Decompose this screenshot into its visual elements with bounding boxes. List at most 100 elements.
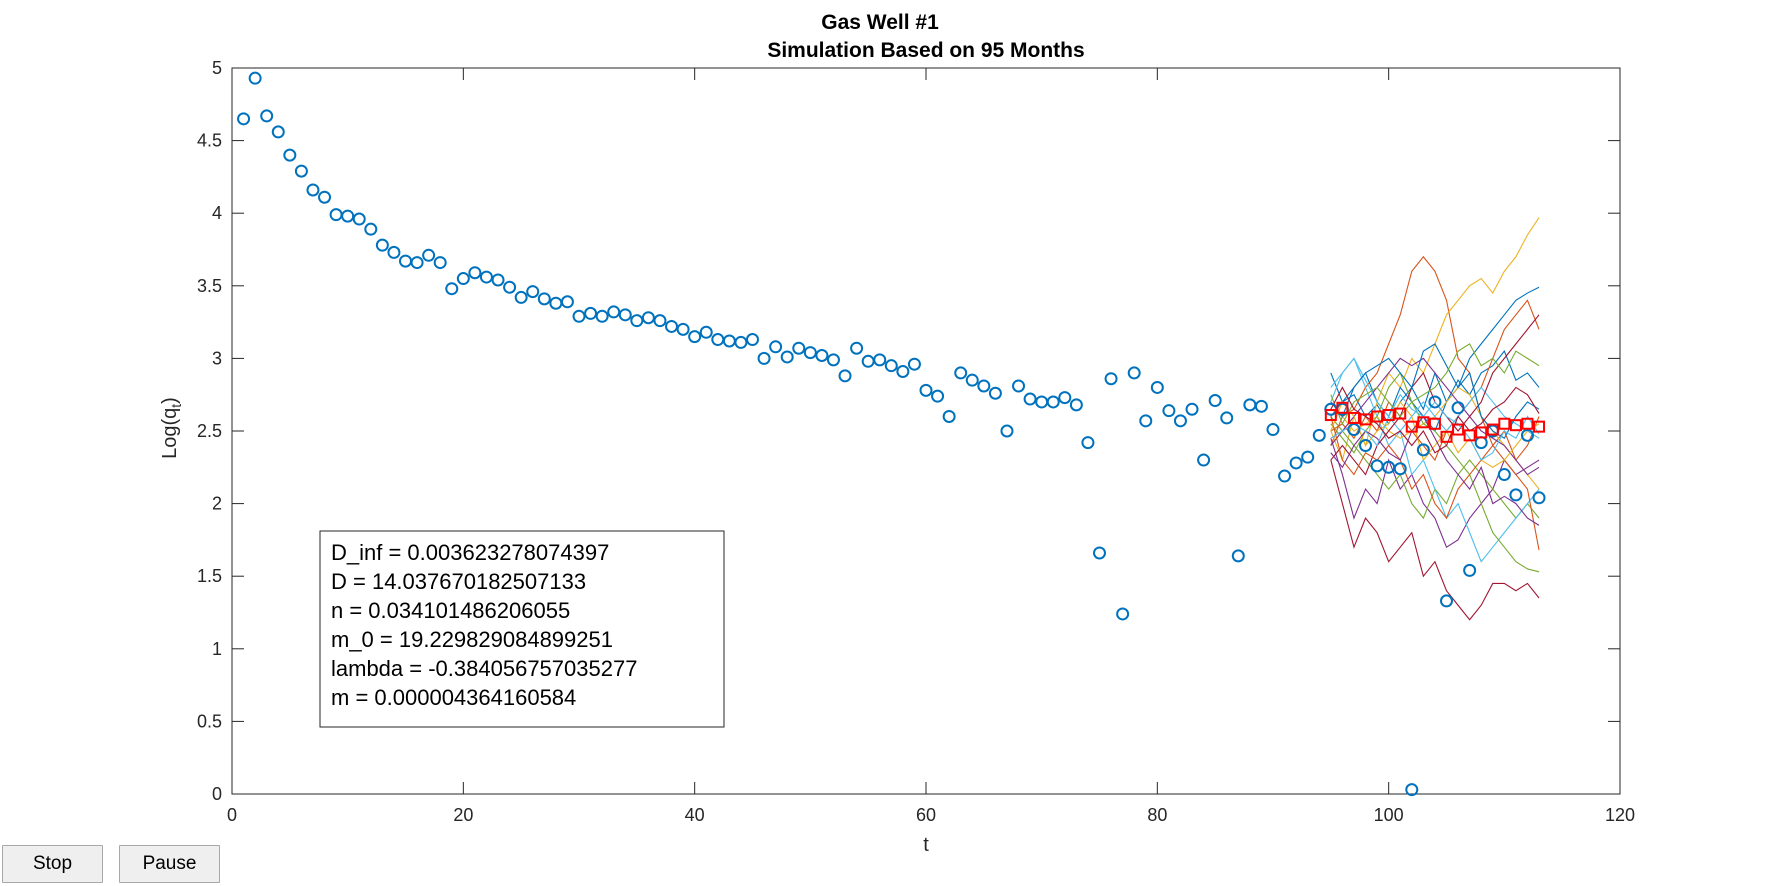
x-tick-label: 0 (227, 805, 237, 825)
observed-point (445, 282, 459, 296)
observed-point (1173, 414, 1187, 428)
observed-point (1104, 372, 1118, 386)
observed-point (769, 340, 783, 354)
mean-forecast-point (1428, 417, 1441, 430)
parameter-annotation: D_inf = 0.003623278074397 D = 14.0376701… (319, 530, 725, 728)
observed-point (688, 330, 702, 344)
mean-forecast-point (1324, 409, 1337, 422)
observed-point (352, 212, 366, 226)
observed-point (491, 273, 505, 287)
y-tick-labels: 0 0.5 1 1.5 2 2.5 3 3.5 4 4.5 5 (197, 58, 222, 804)
observed-point (1254, 399, 1268, 413)
observed-point (977, 379, 991, 393)
observed-point (1081, 436, 1095, 450)
mean-forecast-point (1359, 413, 1372, 426)
observed-point (1359, 439, 1373, 453)
mean-forecast-point (1394, 407, 1407, 420)
pause-button[interactable]: Pause (119, 845, 220, 883)
observed-point (1127, 366, 1141, 380)
observed-point (364, 222, 378, 236)
observed-point (1220, 411, 1234, 425)
annotation-line-n: n = 0.034101486206055 (331, 598, 570, 623)
simulation-path (1330, 357, 1540, 439)
simulation-path (1330, 343, 1540, 426)
y-tick-label: 2.5 (197, 421, 222, 441)
observed-point (607, 305, 621, 319)
observed-point (1312, 428, 1326, 442)
observed-point (1405, 783, 1419, 797)
x-tick-label: 60 (916, 805, 936, 825)
annotation-line-m0: m_0 = 19.229829084899251 (331, 627, 613, 652)
observed-point (1093, 546, 1106, 560)
observed-point (526, 285, 540, 299)
observed-point (1463, 563, 1477, 577)
observed-point (1520, 428, 1534, 442)
mean-forecast-point (1371, 410, 1384, 423)
observed-point (422, 248, 436, 262)
observed-point (1116, 607, 1130, 621)
observed-point (1058, 391, 1072, 405)
chart-title: Gas Well #1 (821, 11, 939, 34)
observed-series (237, 71, 1546, 797)
observed-point (1139, 414, 1153, 428)
observed-point (838, 369, 852, 383)
y-tick-label: 1.5 (197, 566, 222, 586)
observed-point (1231, 549, 1245, 563)
simulation-path (1330, 393, 1540, 461)
observed-point (271, 125, 285, 139)
stop-button[interactable]: Stop (2, 845, 103, 883)
mean-forecast-point (1475, 426, 1488, 439)
x-tick-label: 20 (453, 805, 473, 825)
observed-point (907, 357, 921, 371)
simulation-path (1330, 459, 1540, 621)
observed-point (375, 238, 389, 252)
chart-subtitle: Simulation Based on 95 Months (767, 39, 1084, 62)
observed-point (514, 290, 528, 304)
simulation-path (1330, 386, 1540, 454)
observed-point (456, 272, 470, 286)
observed-point (1185, 402, 1199, 416)
observed-point (746, 333, 759, 347)
tick-marks (231, 67, 1621, 795)
observed-point (318, 190, 332, 204)
observed-point (1046, 395, 1060, 409)
observed-point (630, 314, 644, 328)
mean-forecast-point (1405, 420, 1418, 433)
y-axis-label-subscript: t (168, 404, 184, 408)
mean-forecast-point (1440, 430, 1453, 443)
observed-point (503, 280, 517, 294)
observed-point (1266, 423, 1280, 437)
observed-point (1069, 398, 1083, 412)
y-tick-label: 2 (212, 494, 222, 514)
observed-point (479, 270, 493, 284)
x-axis-label: t (923, 834, 929, 856)
observed-point (734, 335, 748, 349)
observed-point (248, 71, 262, 85)
mean-forecast-point (1509, 419, 1522, 432)
observed-point (1208, 394, 1222, 408)
mean-forecast-series (1324, 401, 1546, 443)
observed-point (1000, 424, 1014, 438)
observed-point (919, 383, 933, 397)
observed-point (954, 366, 968, 380)
observed-point (1012, 379, 1026, 393)
observed-point (260, 109, 274, 123)
observed-point (433, 256, 447, 270)
mean-forecast-point (1498, 417, 1511, 430)
observed-point (826, 353, 840, 367)
observed-point (560, 295, 574, 309)
observed-point (1289, 456, 1303, 470)
observed-point (341, 209, 355, 223)
observed-point (1416, 443, 1430, 457)
observed-point (1440, 594, 1453, 608)
annotation-line-lambda: lambda = -0.384056757035277 (331, 656, 637, 681)
observed-point (665, 319, 679, 333)
observed-point (1451, 401, 1465, 415)
observed-point (237, 112, 251, 126)
observed-point (595, 309, 609, 323)
mean-forecast-point (1417, 416, 1430, 429)
simulation-path (1330, 343, 1540, 440)
observed-point (1197, 453, 1211, 467)
mean-forecast-point (1533, 420, 1546, 433)
